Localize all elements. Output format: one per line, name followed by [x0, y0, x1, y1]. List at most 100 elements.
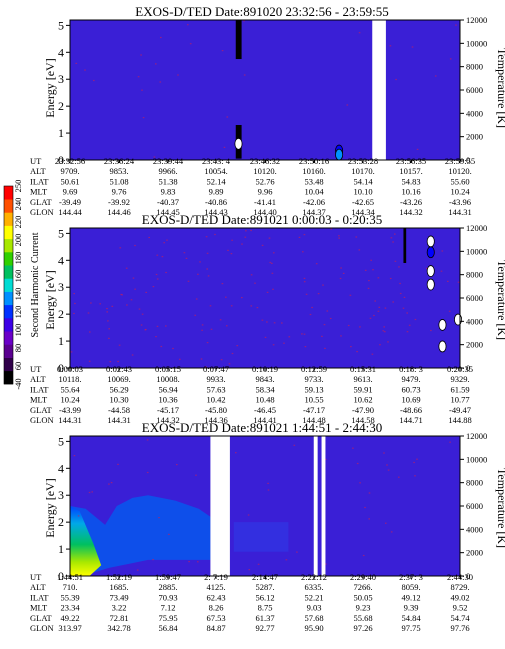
- orbit-value: 144.88: [448, 415, 471, 425]
- speckle: [243, 74, 246, 76]
- orbit-value: 55.68: [353, 613, 372, 623]
- speckle: [172, 347, 174, 350]
- speckle: [372, 269, 374, 271]
- speckle: [227, 249, 229, 251]
- speckle: [230, 305, 233, 307]
- orbit-value: 0:20:35: [447, 364, 473, 374]
- orbit-value: 97.75: [401, 623, 420, 633]
- orbit-value: 2: 7:19: [204, 572, 228, 582]
- colorbar-segment: [4, 278, 13, 292]
- orbit-value: 3.22: [112, 603, 127, 613]
- orbit-row-label-glon: GLON: [30, 207, 54, 217]
- y-tick-label: 2: [58, 99, 64, 113]
- y-right-tick-label: 12000: [466, 431, 487, 441]
- orbit-value: 10120.: [448, 166, 471, 176]
- orbit-value: 54.74: [450, 613, 470, 623]
- orbit-value: 2:22:12: [301, 572, 327, 582]
- orbit-value: 8.75: [258, 603, 273, 613]
- speckle: [158, 517, 160, 519]
- speckle: [399, 282, 401, 285]
- speckle: [111, 305, 114, 307]
- speckle: [298, 236, 301, 238]
- speckle: [315, 263, 318, 265]
- speckle: [356, 462, 359, 465]
- orbit-value: 10.62: [353, 395, 372, 405]
- spectrogram-panel-2: EXOS-D/TED Date:891021 0:00:03 - 0:20:35…: [30, 212, 505, 425]
- y-right-tick-label: 8000: [466, 62, 483, 72]
- orbit-value: 144.36: [204, 415, 227, 425]
- orbit-value: 7266.: [353, 582, 372, 592]
- speckle: [347, 324, 350, 327]
- orbit-row-label-mlt: MLT: [30, 603, 48, 613]
- y-tick-label: 0: [58, 153, 64, 167]
- speckle: [303, 333, 306, 335]
- speckle: [301, 333, 303, 335]
- speckle: [99, 303, 101, 305]
- speckle: [206, 268, 208, 270]
- speckle: [117, 360, 119, 363]
- speckle: [288, 336, 291, 338]
- orbit-value: 0:18: 3: [399, 364, 423, 374]
- y-tick-label: 3: [58, 72, 64, 86]
- speckle: [359, 326, 361, 328]
- speckle: [329, 317, 332, 320]
- speckle: [256, 307, 259, 309]
- orbit-value: -40.37: [157, 197, 179, 207]
- orbit-value: 23.34: [60, 603, 80, 613]
- speckle: [70, 351, 73, 353]
- orbit-value: 56.94: [158, 384, 178, 394]
- y-right-tick-label: 0: [466, 571, 470, 581]
- speckle: [266, 291, 269, 293]
- orbit-row-label-alt: ALT: [30, 582, 47, 592]
- speckle: [106, 311, 108, 313]
- speckle: [414, 318, 417, 321]
- orbit-value: 10160.: [302, 166, 325, 176]
- speckle: [392, 301, 394, 303]
- speckle: [309, 313, 312, 316]
- orbit-value: 10.10: [353, 187, 372, 197]
- orbit-value: 2:37: 3: [399, 572, 423, 582]
- orbit-value: 50.05: [353, 592, 372, 602]
- speckle: [387, 341, 389, 343]
- speckle: [268, 237, 271, 239]
- speckle: [371, 353, 374, 355]
- speckle: [155, 336, 157, 338]
- panel-2-blob-3: [426, 265, 435, 277]
- panel-1-ylabel-right: Temperature [K]: [495, 48, 505, 128]
- colorbar-tick-label: 220: [13, 216, 23, 229]
- speckle: [88, 360, 91, 362]
- speckle: [355, 236, 358, 238]
- orbit-value: 144.44: [58, 207, 82, 217]
- speckle: [384, 307, 387, 309]
- speckle: [73, 455, 76, 457]
- panel-3-emission-region: [70, 495, 211, 576]
- orbit-value: 4125.: [206, 582, 225, 592]
- speckle: [225, 296, 227, 298]
- y-tick-label: 3: [58, 280, 64, 294]
- orbit-value: 1:44:51: [57, 572, 83, 582]
- panel-1-blob-2: [234, 137, 243, 150]
- colorbar-label: Second Harmonic Current: [30, 232, 41, 337]
- panel-2-ylabel-right: Temperature [K]: [495, 260, 505, 340]
- speckle: [223, 146, 226, 148]
- speckle: [231, 352, 234, 355]
- y-right-tick-label: 2000: [466, 340, 483, 350]
- orbit-value: -43.26: [400, 197, 422, 207]
- speckle: [183, 252, 186, 254]
- speckle: [176, 464, 178, 466]
- orbit-value: 9479.: [401, 374, 420, 384]
- speckle: [244, 236, 247, 238]
- speckle: [187, 24, 189, 26]
- speckle: [311, 306, 313, 309]
- speckle: [369, 317, 372, 319]
- speckle: [271, 272, 274, 274]
- orbit-value: 61.37: [255, 613, 274, 623]
- speckle: [206, 252, 209, 254]
- orbit-value: 0:07:47: [203, 364, 229, 374]
- speckle: [356, 351, 358, 353]
- orbit-value: 10.24: [60, 395, 80, 405]
- colorbar-frame: [3, 185, 14, 385]
- colorbar-tick-label: 160: [13, 270, 23, 283]
- speckle: [273, 252, 275, 254]
- speckle: [406, 331, 409, 333]
